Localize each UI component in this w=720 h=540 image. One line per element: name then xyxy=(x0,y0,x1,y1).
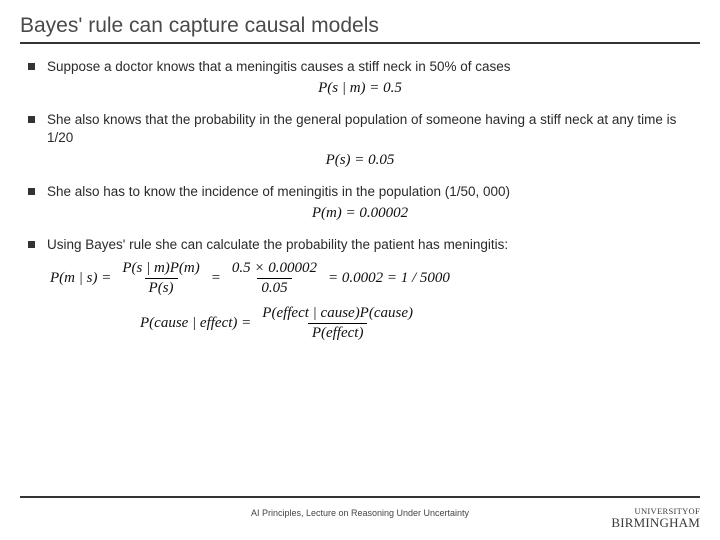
fraction: P(effect | cause)P(cause) P(effect) xyxy=(258,305,417,342)
logo-line2: BIRMINGHAM xyxy=(611,516,700,530)
formula-bayes-numeric: P(m | s) = P(s | m)P(m) P(s) = 0.5 × 0.0… xyxy=(50,260,700,297)
numerator: 0.5 × 0.00002 xyxy=(228,260,321,278)
denominator: P(s) xyxy=(145,278,178,297)
bullet-text: Using Bayes' rule she can calculate the … xyxy=(47,236,700,254)
bullet-marker xyxy=(28,188,35,195)
footer-divider xyxy=(20,496,700,498)
denominator: 0.05 xyxy=(257,278,291,297)
fraction: 0.5 × 0.00002 0.05 xyxy=(228,260,321,297)
bayes-lhs: P(m | s) = xyxy=(50,270,111,287)
bullet-item: She also knows that the probability in t… xyxy=(20,111,700,147)
bullet-text: She also knows that the probability in t… xyxy=(47,111,700,147)
bullet-marker xyxy=(28,63,35,70)
formula-pm: P(m) = 0.00002 xyxy=(20,205,700,222)
bullet-item: She also has to know the incidence of me… xyxy=(20,183,700,201)
fraction: P(s | m)P(m) P(s) xyxy=(118,260,203,297)
bullet-item: Using Bayes' rule she can calculate the … xyxy=(20,236,700,254)
equals: = xyxy=(211,270,221,287)
slide-title: Bayes' rule can capture causal models xyxy=(20,14,700,44)
formula-ps: P(s) = 0.05 xyxy=(20,152,700,169)
bullet-marker xyxy=(28,116,35,123)
denominator: P(effect) xyxy=(308,323,368,342)
bayes-result: = 0.0002 = 1 / 5000 xyxy=(328,270,450,287)
university-logo: UNIVERSITYOF BIRMINGHAM xyxy=(611,507,700,530)
bullet-text: She also has to know the incidence of me… xyxy=(47,183,700,201)
numerator: P(s | m)P(m) xyxy=(118,260,203,278)
formula-psm: P(s | m) = 0.5 xyxy=(20,80,700,97)
formula-bayes-general: P(cause | effect) = P(effect | cause)P(c… xyxy=(140,305,700,342)
bullet-marker xyxy=(28,241,35,248)
bullet-text: Suppose a doctor knows that a meningitis… xyxy=(47,58,700,76)
bullet-item: Suppose a doctor knows that a meningitis… xyxy=(20,58,700,76)
numerator: P(effect | cause)P(cause) xyxy=(258,305,417,323)
bayes-gen-lhs: P(cause | effect) = xyxy=(140,315,251,332)
